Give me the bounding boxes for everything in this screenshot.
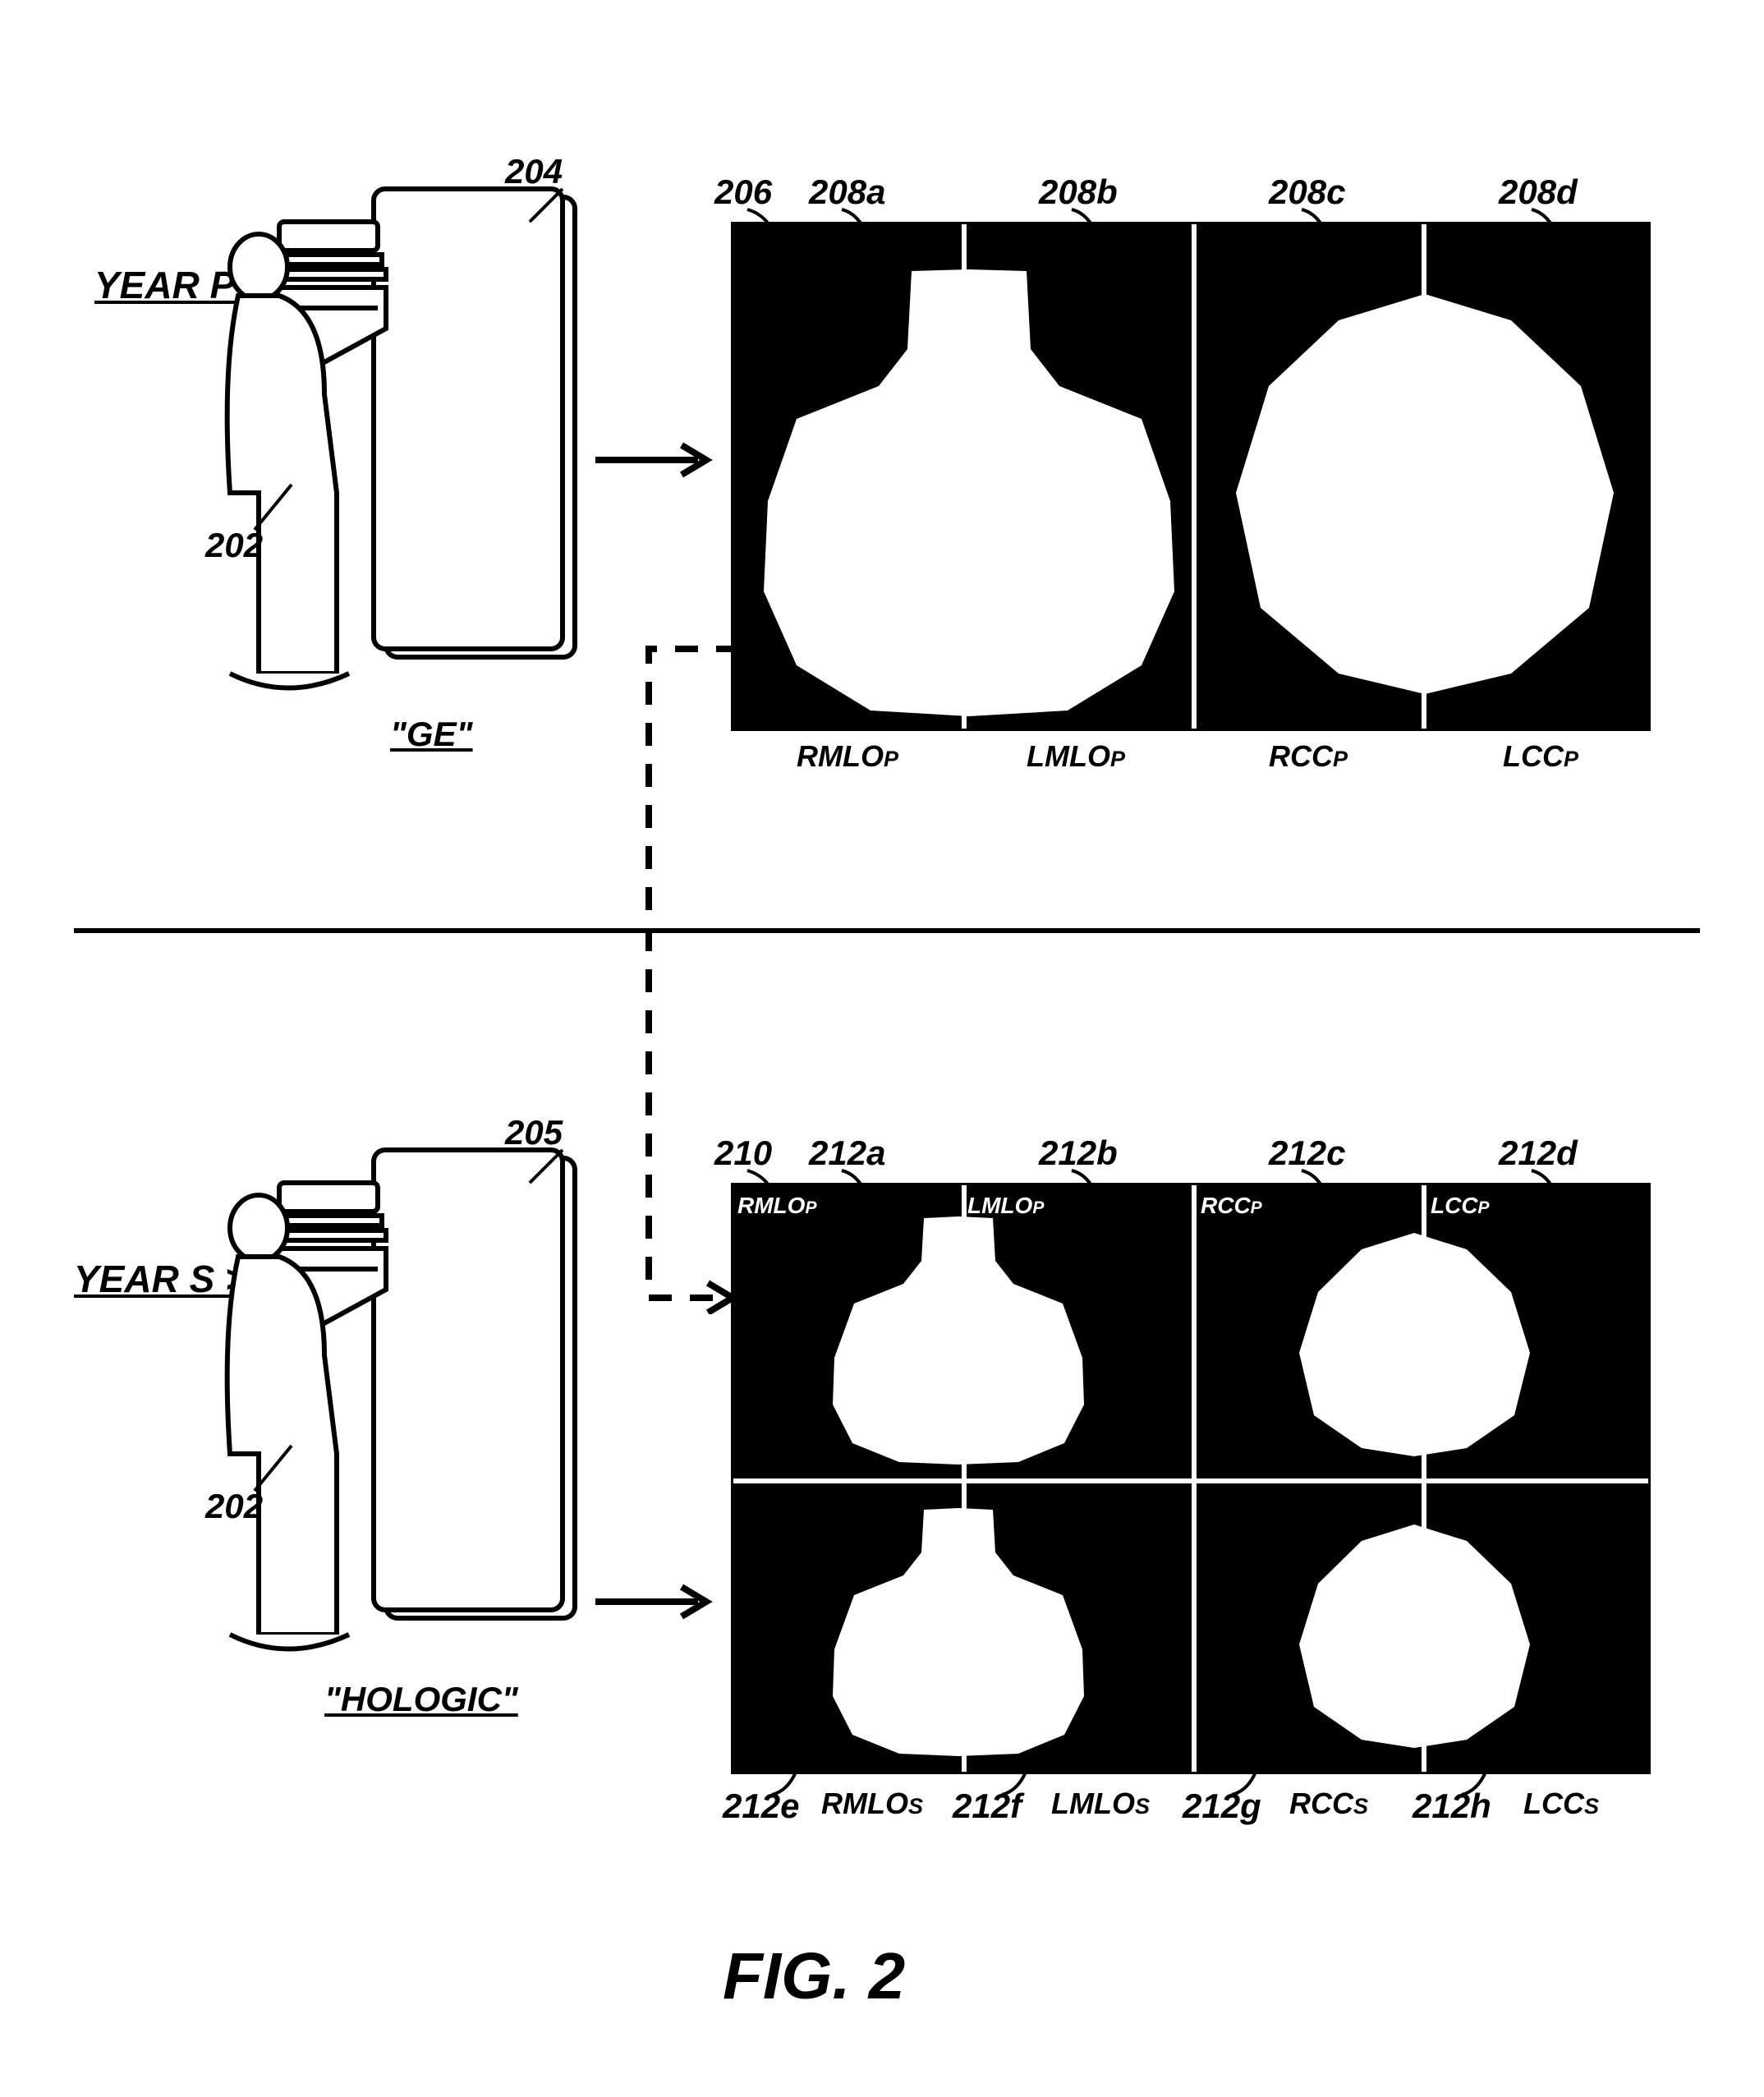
- view-lmlo-s: LMLOS: [1051, 1787, 1150, 1821]
- view-lcc-s: LCCS: [1523, 1787, 1599, 1821]
- view-lcc-p-top: LCCP: [1503, 739, 1578, 774]
- vendor-label-bottom: "HOLOGIC": [324, 1680, 518, 1719]
- view-lcc-p-b: LCCP: [1431, 1193, 1490, 1219]
- view-lmlo-p-top: LMLOP: [1027, 739, 1125, 774]
- arrow-top: [591, 435, 723, 485]
- vendor-label-top: "GE": [390, 715, 473, 754]
- mlo-shape-top: [747, 263, 1191, 719]
- horizontal-divider: [74, 928, 1700, 933]
- cc-shape-b-row1: [1289, 1228, 1540, 1458]
- view-rcc-p-b: RCCP: [1201, 1193, 1262, 1219]
- patient-machine-bottom: [214, 1125, 591, 1667]
- view-rmlo-p-b: RMLOP: [737, 1193, 816, 1219]
- view-rmlo-s: RMLOS: [821, 1787, 923, 1821]
- patient-machine-top: [214, 164, 591, 706]
- mlo-shape-b-row2: [821, 1503, 1096, 1758]
- cc-shape-b-row2: [1289, 1520, 1540, 1750]
- arrow-bottom: [591, 1577, 723, 1626]
- mlo-shape-b-row1: [821, 1212, 1096, 1466]
- cc-shape-top: [1224, 287, 1626, 698]
- view-rmlo-p-top: RMLOP: [797, 739, 898, 774]
- figure-caption: FIG. 2: [723, 1938, 905, 2014]
- view-rcc-s: RCCS: [1289, 1787, 1368, 1821]
- view-rcc-p-top: RCCP: [1269, 739, 1348, 774]
- view-lmlo-p-b: LMLOP: [967, 1193, 1044, 1219]
